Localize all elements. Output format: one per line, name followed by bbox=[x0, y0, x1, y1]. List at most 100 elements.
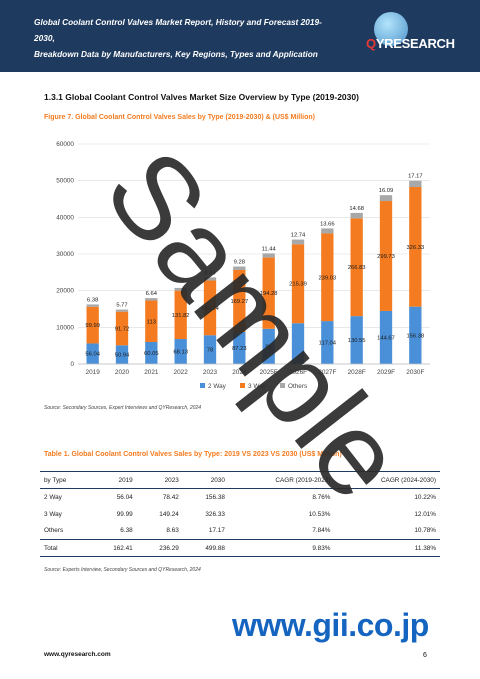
sales-by-type-chart: 0 10000 20000 30000 40000 50000 60000 56.04 99.9… bbox=[56, 141, 430, 390]
x-tick-label: 2019 bbox=[86, 369, 101, 376]
footer-url: www.qyresearch.com bbox=[44, 651, 111, 658]
y-tick-label: 40000 bbox=[56, 214, 74, 221]
section-title: 1.3.1 Global Coolant Control Valves Mark… bbox=[44, 92, 359, 102]
page-number: 6 bbox=[423, 652, 427, 659]
data-label: 12.74 bbox=[291, 233, 306, 239]
bar-2-way bbox=[409, 306, 422, 364]
x-tick-label: 2029F bbox=[377, 369, 395, 376]
bar-3-way bbox=[174, 290, 187, 340]
data-label: 5.77 bbox=[116, 303, 127, 309]
bar-2-way bbox=[262, 328, 275, 364]
globe-icon bbox=[374, 12, 408, 46]
data-label: 169.27 bbox=[230, 299, 248, 305]
legend-label: Others bbox=[288, 383, 307, 390]
legend-label: 2 Way bbox=[208, 383, 227, 390]
bar-others bbox=[145, 298, 158, 301]
data-label: 215.39 bbox=[289, 282, 307, 288]
bar-3-way bbox=[379, 201, 393, 311]
x-tick-label: 2023 bbox=[203, 369, 218, 376]
x-tick-label: 2021 bbox=[144, 369, 159, 376]
sales-table: by Type 2019 2023 2030 CAGR (2019-2023) … bbox=[40, 471, 440, 557]
data-label: 50.94 bbox=[115, 353, 130, 359]
x-tick-label: 2024 bbox=[232, 369, 247, 376]
bar-2-way bbox=[233, 332, 246, 364]
y-tick-label: 60000 bbox=[56, 141, 74, 148]
bar-others bbox=[174, 287, 187, 291]
x-tick-label: 2022 bbox=[174, 369, 189, 376]
y-tick-label: 20000 bbox=[56, 288, 74, 295]
x-tick-label: 2030F bbox=[406, 369, 424, 376]
data-label: 13.66 bbox=[320, 221, 335, 227]
bar-2-way bbox=[379, 310, 393, 364]
bar-others bbox=[233, 266, 246, 270]
data-label: 87.23 bbox=[232, 346, 247, 352]
data-label: 156.38 bbox=[406, 333, 424, 339]
bar-2-way bbox=[86, 343, 99, 364]
bar-others bbox=[379, 195, 393, 202]
table-row: 2 Way 56.04 78.42 156.38 8.76% 10.22% bbox=[44, 493, 436, 501]
data-label: 326.33 bbox=[406, 245, 424, 251]
data-label: 194.28 bbox=[260, 291, 278, 297]
legend-swatch bbox=[240, 383, 245, 388]
x-tick-label: 2026F bbox=[289, 369, 307, 376]
data-label: 9.28 bbox=[234, 260, 245, 266]
figure-title: Figure 7. Global Coolant Control Valves … bbox=[44, 114, 315, 121]
bar-2-way bbox=[203, 335, 217, 364]
table-row: 3 Way 99.99 149.24 326.33 10.53% 12.01% bbox=[44, 510, 436, 518]
chart-source: Source: Secondary Sources, Expert Interv… bbox=[44, 405, 202, 411]
data-label: 96 bbox=[265, 344, 271, 350]
bar-3-way bbox=[145, 300, 158, 342]
data-label: 266.83 bbox=[348, 265, 366, 271]
bar-2-way bbox=[115, 345, 129, 364]
bar-3-way bbox=[321, 233, 334, 322]
bar-3-way bbox=[409, 187, 422, 307]
y-tick-label: 0 bbox=[70, 361, 74, 368]
legend-label: 3 Way bbox=[248, 383, 267, 390]
bar-2-way bbox=[350, 316, 363, 364]
data-label: 91.72 bbox=[115, 327, 130, 333]
data-label: 68.13 bbox=[173, 350, 188, 356]
x-tick-label: 2028F bbox=[348, 369, 366, 376]
bar-others bbox=[321, 228, 334, 234]
y-tick-label: 10000 bbox=[56, 324, 74, 331]
bar-2-way bbox=[145, 341, 158, 364]
bar-others bbox=[409, 180, 422, 188]
bar-2-way bbox=[174, 339, 187, 364]
data-label: 78 bbox=[207, 348, 213, 354]
data-label: 99.99 bbox=[85, 323, 100, 329]
y-tick-label: 50000 bbox=[56, 178, 74, 185]
bar-3-way bbox=[233, 269, 246, 333]
bar-others bbox=[115, 309, 129, 312]
data-label: 130.55 bbox=[348, 338, 366, 344]
gii-url: www.gii.co.jp bbox=[232, 607, 429, 643]
data-label: 16.09 bbox=[379, 188, 394, 194]
x-tick-label: 2027F bbox=[318, 369, 336, 376]
bar-others bbox=[291, 239, 305, 245]
data-label: 131.82 bbox=[172, 313, 190, 319]
y-tick-label: 30000 bbox=[56, 251, 74, 258]
report-header: Global Coolant Control Valves Market Rep… bbox=[0, 0, 480, 72]
data-label: 144.67 bbox=[377, 335, 395, 341]
bar-3-way bbox=[262, 257, 275, 329]
legend-swatch bbox=[280, 383, 285, 388]
data-label: 60.05 bbox=[144, 351, 159, 357]
bar-2-way bbox=[321, 321, 334, 364]
bar-3-way bbox=[350, 218, 363, 317]
data-label: 14.68 bbox=[349, 206, 364, 212]
bar-3-way bbox=[86, 306, 99, 344]
bar-others bbox=[350, 212, 363, 219]
bar-3-way bbox=[203, 280, 217, 336]
x-tick-label: 2020 bbox=[115, 369, 130, 376]
data-label: 6.64 bbox=[146, 291, 158, 297]
bar-3-way bbox=[291, 244, 305, 324]
bar-3-way bbox=[115, 311, 129, 346]
data-label: 299.73 bbox=[377, 254, 395, 260]
data-label: 8.63 bbox=[204, 270, 215, 276]
x-tick-label: 2025F bbox=[260, 369, 278, 376]
data-label: 6.38 bbox=[87, 297, 98, 303]
table-header-row: by Type 2019 2023 2030 CAGR (2019-2023) … bbox=[40, 471, 440, 489]
data-label: 239.03 bbox=[318, 275, 336, 281]
data-label: 56.04 bbox=[85, 352, 100, 358]
bar-others bbox=[262, 253, 275, 258]
bar-2-way bbox=[291, 323, 305, 364]
